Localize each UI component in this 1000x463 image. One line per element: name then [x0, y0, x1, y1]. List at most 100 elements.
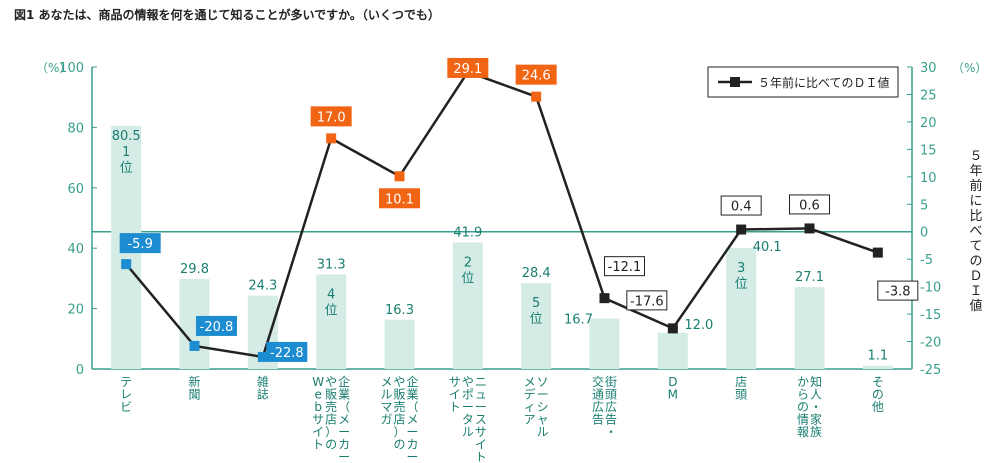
category-char: b [314, 400, 322, 414]
di-value-label: -22.8 [266, 341, 308, 362]
category-char: ・ [605, 425, 617, 439]
bar [657, 332, 688, 369]
di-value-text: -5.9 [127, 237, 152, 252]
di-value-label: 17.0 [310, 106, 352, 127]
left-tick-label: 40 [67, 242, 84, 257]
category-char: テ [120, 375, 132, 389]
category-char: 頭 [735, 388, 747, 402]
category-char: 告 [592, 413, 604, 427]
category-char: ル [537, 425, 549, 439]
rank-label: 位 [735, 277, 748, 292]
category-char: マ [380, 400, 392, 414]
bar-value-label: 16.7 [564, 313, 593, 328]
category-char: サ [312, 413, 324, 427]
category-char: 業 [406, 388, 418, 402]
category-char: イ [475, 438, 487, 452]
category-char: 店 [735, 375, 747, 389]
di-value-box [877, 280, 919, 301]
category-char: ト [312, 438, 324, 452]
right-axis-label-char: ５ [969, 149, 982, 164]
category-char: 族 [810, 425, 822, 439]
category-char: 店 [393, 413, 405, 427]
right-axis-label-char: べ [969, 224, 982, 239]
category-char: ー [406, 450, 418, 463]
category-char: ら [797, 388, 809, 402]
right-axis-label-char: に [969, 194, 982, 209]
category-char: 街 [605, 375, 617, 389]
di-value-label: -12.1 [604, 256, 645, 277]
category-char: ィ [524, 400, 536, 414]
category-char: 頭 [605, 388, 617, 402]
category-char: ャ [537, 413, 549, 427]
bar [589, 318, 620, 369]
di-marker [257, 351, 268, 362]
right-tick-label: 5 [920, 198, 928, 213]
bar-value-label: 28.4 [522, 266, 551, 281]
di-marker [667, 323, 678, 334]
category-char: e [314, 388, 321, 402]
category-char: ー [475, 400, 487, 414]
category-char: ビ [120, 400, 132, 414]
category-char: 情 [797, 413, 809, 427]
right-tick-label: 20 [920, 116, 937, 131]
category-char: の [872, 388, 884, 402]
right-tick-label: 30 [920, 61, 937, 76]
bar [521, 283, 552, 369]
left-axis-unit: （%） [36, 61, 71, 75]
category-char: 企 [406, 374, 418, 389]
category-char: メ [406, 413, 418, 427]
category-char: メ [338, 413, 350, 427]
left-tick-label: 0 [76, 363, 84, 378]
di-value-text: 0.4 [731, 200, 752, 215]
category-char: 広 [592, 400, 604, 414]
left-tick-label: 100 [59, 61, 84, 76]
category-char: ガ [380, 413, 392, 427]
bar [452, 242, 483, 369]
right-axis-label-char: Ｄ [969, 269, 982, 284]
di-line [125, 70, 879, 359]
chart-title: 図1 あなたは、商品の情報を何を通じて知ることが多いですか。（いくつでも） [14, 8, 440, 22]
right-axis-label-char: 比 [969, 209, 982, 224]
category-char: メ [524, 375, 536, 389]
rank-label: 位 [325, 303, 338, 318]
category-char: 雑 [257, 374, 269, 389]
category-char: 企 [338, 374, 350, 389]
di-value-box [196, 315, 237, 336]
di-value-box [119, 233, 161, 254]
bar-value-label: 80.5 [112, 129, 141, 144]
category-char: シ [537, 400, 549, 414]
category-char: （ [406, 400, 418, 414]
rank-label: 位 [461, 271, 474, 286]
di-value-box [789, 194, 830, 215]
category-char: ソ [537, 375, 549, 389]
category-char: 聞 [188, 388, 200, 402]
category-label: DM [668, 375, 678, 402]
bar-value-label: 27.1 [795, 270, 824, 285]
category-char: ル [380, 388, 392, 402]
di-value-text: 17.0 [317, 110, 346, 125]
category-char: 交 [592, 374, 604, 389]
right-tick-label: -5 [920, 253, 933, 268]
category-char: サ [475, 425, 487, 439]
category-char: ー [406, 425, 418, 439]
right-tick-label: -25 [920, 363, 941, 378]
di-value-text: 29.1 [453, 62, 482, 77]
right-tick-label: 10 [920, 171, 937, 186]
bar-value-label: 16.3 [385, 303, 414, 318]
category-char: か [797, 375, 809, 389]
di-value-text: -22.8 [270, 346, 304, 361]
category-char: メ [380, 375, 392, 389]
category-char: （ [338, 400, 350, 414]
category-char: M [668, 388, 678, 402]
di-marker [804, 223, 815, 234]
legend: ５年前に比べてのＤＩ値 [707, 66, 899, 98]
bar [794, 287, 825, 369]
di-value-box [379, 188, 420, 209]
rank-label: 位 [120, 161, 133, 176]
category-char: D [668, 375, 677, 389]
bar-value-label: 12.0 [684, 318, 713, 333]
